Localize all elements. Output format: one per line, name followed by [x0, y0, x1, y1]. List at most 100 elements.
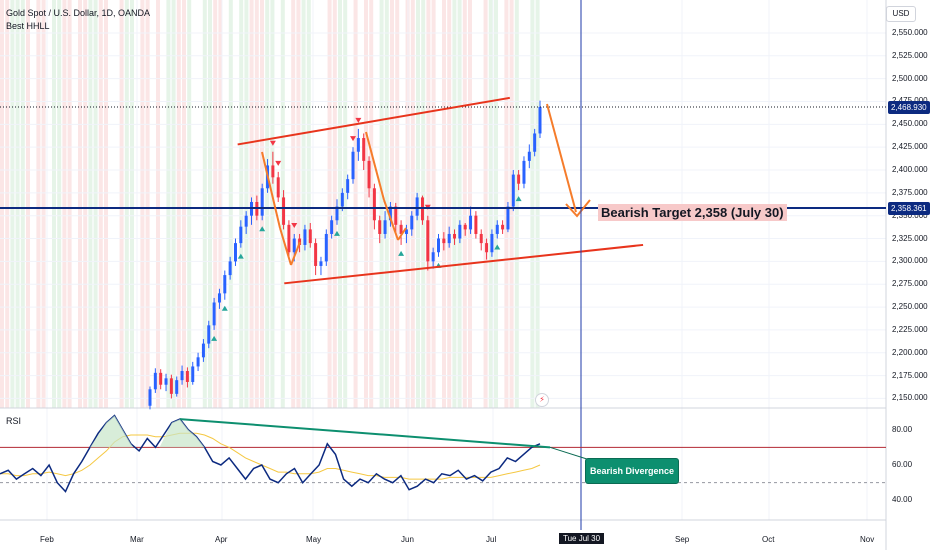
- trend-stripe: [10, 0, 15, 408]
- level-price-tag: 2,358.361: [888, 202, 930, 216]
- trend-stripe: [488, 0, 493, 408]
- trend-stripe: [88, 0, 93, 408]
- last-price-tag: 2,468.930: [888, 101, 930, 115]
- candle-body: [335, 206, 339, 221]
- projection-segment: [397, 227, 407, 241]
- candle-body: [180, 371, 184, 381]
- trend-stripe: [369, 0, 374, 408]
- trend-stripe: [504, 0, 509, 408]
- price-tick-label: 2,200.000: [892, 347, 928, 357]
- trend-stripe: [447, 0, 452, 408]
- trend-stripe: [364, 0, 368, 408]
- trend-stripe: [291, 0, 296, 408]
- trend-stripe: [244, 0, 249, 408]
- rsi-tick-label: 60.00: [892, 460, 913, 469]
- trend-stripe: [530, 0, 535, 408]
- lightning-icon[interactable]: ⚡: [535, 393, 549, 407]
- projection-segment: [261, 151, 281, 229]
- trend-stripe: [78, 0, 82, 408]
- candle-body: [506, 206, 510, 230]
- trend-stripe: [5, 0, 10, 408]
- candle-body: [463, 224, 467, 230]
- candle-body: [330, 220, 334, 234]
- trend-stripe: [36, 0, 41, 408]
- candle-body: [340, 192, 344, 207]
- trend-stripe: [353, 0, 358, 408]
- candle-body: [436, 238, 440, 253]
- hhll-markers: [211, 117, 522, 341]
- price-tick-label: 2,400.000: [892, 165, 928, 174]
- trend-stripe: [213, 0, 218, 408]
- trend-stripe: [171, 0, 176, 408]
- candle-body: [517, 174, 521, 184]
- bearish-divergence-label[interactable]: Bearish Divergence: [585, 458, 679, 484]
- trend-stripe: [509, 0, 514, 408]
- projection-segment: [279, 227, 292, 266]
- trend-stripe: [462, 0, 467, 408]
- candle-body: [404, 229, 408, 234]
- channel-upper-line[interactable]: [237, 96, 510, 146]
- candle-body: [298, 238, 302, 245]
- candle-body: [431, 252, 435, 262]
- time-tick-label: Apr: [215, 535, 228, 544]
- projection-segment: [383, 199, 399, 241]
- trend-stripe: [124, 0, 129, 408]
- grid: [0, 0, 886, 520]
- candle-body: [159, 372, 163, 385]
- indicator-title: Best HHLL: [6, 21, 50, 31]
- price-tick-label: 2,275.000: [892, 279, 928, 289]
- lower-high-marker: [291, 222, 298, 228]
- rsi-ma-line: [0, 432, 541, 480]
- candle-body: [495, 224, 499, 234]
- trend-stripe: [187, 0, 192, 408]
- projection-segment: [290, 241, 301, 266]
- time-tick-label: Nov: [860, 535, 875, 544]
- candle-body: [356, 138, 360, 152]
- candle-body: [324, 233, 328, 262]
- candle-body: [191, 366, 195, 382]
- trend-stripe: [535, 0, 540, 408]
- candle-body: [426, 220, 430, 262]
- bearish-target-label[interactable]: Bearish Target 2,358 (July 30): [598, 204, 787, 221]
- time-tick-label: Feb: [40, 535, 54, 544]
- candle-body: [303, 229, 307, 245]
- price-tick-label: 2,425.000: [892, 142, 928, 152]
- price-tick-label: 2,450.000: [892, 119, 928, 129]
- candle-body: [282, 197, 286, 225]
- trend-stripe: [0, 0, 4, 408]
- trend-stripe: [431, 0, 436, 408]
- candle-body: [522, 160, 526, 184]
- candle-body: [527, 151, 531, 161]
- trend-stripe: [338, 0, 342, 408]
- candle-body: [196, 357, 200, 367]
- trend-stripe: [156, 0, 160, 408]
- arrow-head: [565, 199, 591, 218]
- candle-body: [228, 261, 232, 276]
- candle-body: [378, 220, 382, 234]
- trend-stripe: [306, 0, 311, 408]
- trend-stripe: [395, 0, 400, 408]
- time-tick-label: Oct: [762, 535, 775, 544]
- higher-low-marker: [333, 230, 340, 236]
- trend-stripe: [145, 0, 150, 408]
- candle-body: [233, 243, 237, 262]
- bearish-divergence-line: [179, 418, 551, 449]
- rsi-overbought-fill: [90, 415, 134, 448]
- candle-body: [533, 133, 537, 152]
- currency-button[interactable]: USD: [886, 6, 916, 22]
- trend-stripe: [67, 0, 72, 408]
- time-tick-label: Mar: [130, 535, 144, 544]
- candle-body: [490, 233, 494, 253]
- candle-body: [271, 165, 275, 178]
- hhll-background-stripes: [0, 0, 540, 408]
- trend-stripe: [104, 0, 108, 408]
- projection-arrows[interactable]: [261, 103, 591, 266]
- candle-body: [479, 233, 483, 244]
- rsi-label: RSI: [6, 416, 22, 426]
- trend-stripe: [57, 0, 62, 408]
- trend-stripe: [239, 0, 244, 408]
- channel-lower-line[interactable]: [284, 243, 644, 285]
- candle-body: [207, 325, 211, 344]
- price-tick-label: 2,225.000: [892, 324, 928, 334]
